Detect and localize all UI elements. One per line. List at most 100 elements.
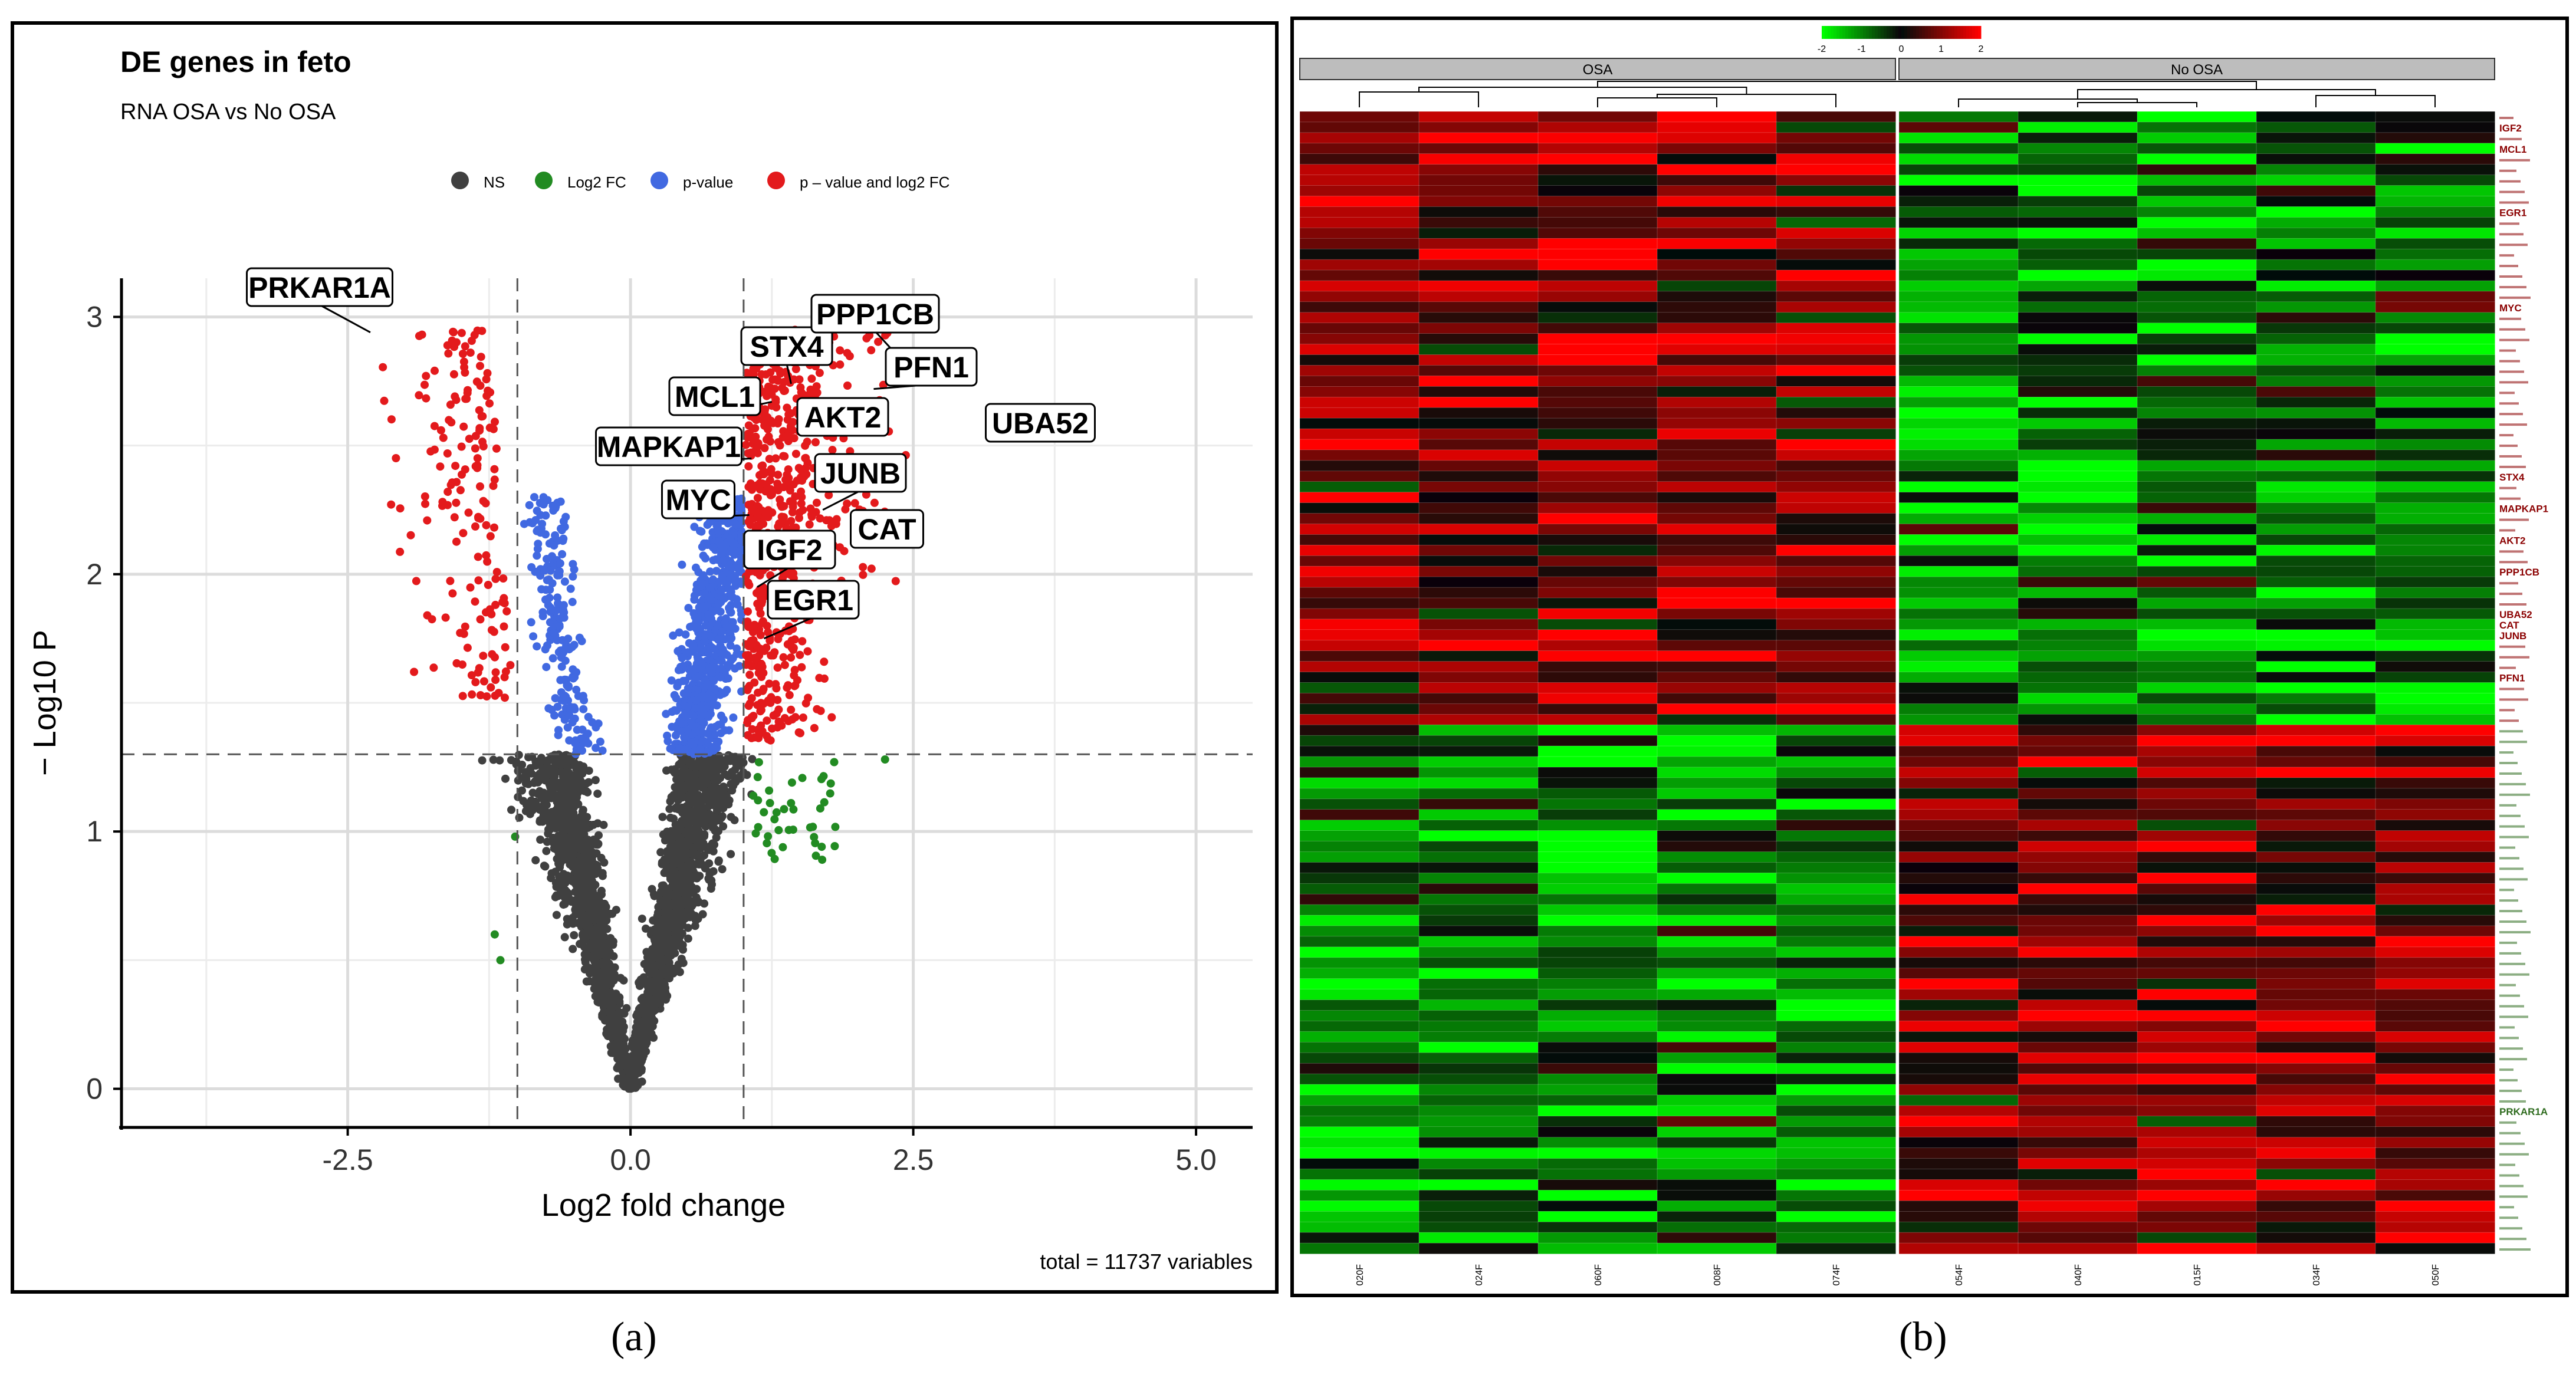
data-point [533, 642, 541, 651]
heatmap-cell [2256, 248, 2376, 261]
gene-label: PRKAR1A [248, 271, 391, 304]
heatmap-cell [1299, 417, 1420, 429]
heatmap-cell [2256, 354, 2376, 366]
data-point [589, 893, 598, 902]
heatmap-cell [2256, 417, 2376, 429]
data-point [451, 462, 460, 471]
heatmap-cell [1657, 238, 1777, 250]
heatmap-cell [1898, 259, 2019, 271]
heatmap-cell [2256, 121, 2376, 133]
data-point [525, 501, 534, 509]
heatmap-cell [2018, 227, 2138, 239]
data-point [526, 764, 535, 772]
heatmap-cell [2375, 111, 2495, 123]
heatmap-cell [1537, 407, 1658, 419]
heatmap-cell [1657, 407, 1777, 419]
heatmap-cell [1657, 428, 1777, 440]
data-point [458, 692, 467, 700]
data-point [552, 910, 561, 919]
heatmap-cell [1657, 121, 1777, 133]
data-point [788, 426, 797, 435]
data-point [731, 519, 740, 528]
data-point [744, 462, 753, 471]
data-point [783, 683, 791, 692]
data-point [431, 366, 439, 375]
data-point [836, 346, 845, 355]
data-point [571, 739, 580, 748]
heatmap-cell [1299, 492, 1420, 504]
data-point [731, 571, 740, 580]
heatmap-cell [1776, 238, 1896, 250]
data-point [828, 446, 837, 455]
data-point [476, 691, 485, 699]
data-point [708, 819, 717, 828]
gene-label: PPP1CB [816, 298, 934, 331]
heatmap-cell [1299, 111, 1420, 123]
color-scale-tick: -2 [1818, 44, 1826, 54]
heatmap-cell [1418, 544, 1539, 557]
heatmap-cell [2018, 417, 2138, 429]
data-point [686, 738, 695, 747]
heatmap-cell [2137, 143, 2257, 154]
data-point [553, 636, 561, 644]
data-point [891, 577, 900, 586]
heatmap-cell [1299, 502, 1420, 514]
data-point [474, 576, 483, 585]
heatmap-cell [2256, 259, 2376, 271]
data-point [548, 654, 557, 663]
data-point [651, 982, 660, 991]
heatmap-cell [2137, 428, 2257, 440]
data-point [671, 765, 679, 774]
data-point [693, 777, 702, 786]
data-point [464, 508, 473, 517]
heatmap-cell [2375, 175, 2495, 186]
data-point [520, 519, 528, 528]
heatmap-cell [1898, 248, 2019, 261]
data-point [598, 746, 607, 755]
heatmap-cell [1537, 471, 1658, 482]
data-point [796, 650, 804, 659]
data-point [560, 577, 569, 586]
data-point [862, 334, 871, 343]
data-point [709, 699, 718, 708]
heatmap-cell [1657, 481, 1777, 493]
heatmap-cell [2256, 376, 2376, 387]
data-point [709, 543, 718, 552]
data-point [659, 946, 668, 955]
data-point [568, 718, 577, 726]
data-point [456, 486, 465, 495]
heatmap-cell [1898, 460, 2019, 472]
heatmap-cell [1898, 175, 2019, 186]
heatmap-cell [1657, 565, 1777, 578]
data-point [487, 683, 495, 692]
data-point [744, 731, 752, 739]
heatmap-cell [1299, 471, 1420, 482]
heatmap-cell [2375, 565, 2495, 578]
heatmap-cell [1657, 206, 1777, 218]
data-point [659, 881, 668, 890]
heatmap-cell [1537, 354, 1658, 366]
data-point [706, 567, 715, 576]
heatmap-cell [2018, 344, 2138, 356]
heatmap-cell [1537, 248, 1658, 261]
heatmap-cell [2018, 312, 2138, 324]
heatmap-cell [1657, 291, 1777, 302]
data-point [476, 514, 485, 523]
heatmap-cell [2375, 544, 2495, 557]
data-point [714, 600, 723, 609]
heatmap-cell [1657, 259, 1777, 271]
data-point [501, 643, 510, 652]
heatmap-cell [2137, 153, 2257, 165]
heatmap-cell [2137, 481, 2257, 493]
heatmap-cell [2137, 312, 2257, 324]
heatmap-cell [1418, 417, 1539, 429]
heatmap-cell [1776, 354, 1896, 366]
heatmap-cell [1776, 565, 1896, 578]
data-point [757, 599, 766, 608]
data-point [479, 652, 488, 660]
heatmap-cell [1657, 576, 1777, 588]
gene-label-connector [319, 304, 371, 333]
heatmap-cell [2256, 153, 2376, 165]
data-point [554, 599, 562, 608]
